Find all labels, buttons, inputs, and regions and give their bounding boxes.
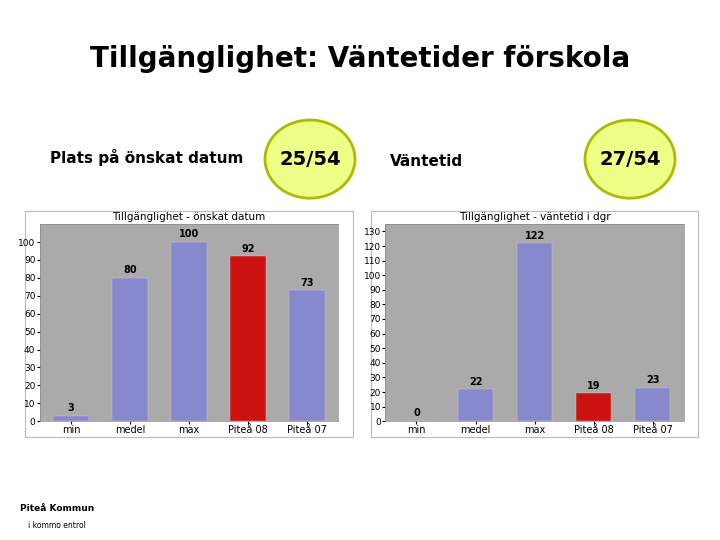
Bar <box>458 389 493 421</box>
Text: 19: 19 <box>587 381 600 391</box>
Bar <box>171 242 207 421</box>
Text: 0: 0 <box>413 408 420 418</box>
Text: Tillgänglighet: Väntetider förskola: Tillgänglighet: Väntetider förskola <box>90 45 630 73</box>
Text: "Din kommuns kvalitet i korthet": "Din kommuns kvalitet i korthet" <box>237 509 598 528</box>
Text: 3: 3 <box>68 403 74 413</box>
Bar <box>289 291 325 421</box>
Bar <box>230 256 266 421</box>
Ellipse shape <box>265 120 355 198</box>
Title: Tillgänglighet - väntetid i dgr: Tillgänglighet - väntetid i dgr <box>459 212 611 222</box>
Text: 27/54: 27/54 <box>599 150 661 168</box>
Text: 23: 23 <box>646 375 660 386</box>
Text: 73: 73 <box>300 278 314 288</box>
Ellipse shape <box>585 120 675 198</box>
Text: i kommo entrol: i kommo entrol <box>28 521 86 530</box>
Text: 92: 92 <box>241 244 255 254</box>
Text: Plats på önskat datum: Plats på önskat datum <box>50 148 243 166</box>
Text: 80: 80 <box>123 265 137 275</box>
Text: 22: 22 <box>469 377 482 387</box>
Text: 122: 122 <box>524 231 545 241</box>
Bar <box>635 388 670 421</box>
Bar <box>576 394 611 421</box>
Bar <box>112 278 148 421</box>
Text: Väntetid: Väntetid <box>390 153 463 168</box>
Bar <box>517 243 552 421</box>
Text: 25/54: 25/54 <box>279 150 341 168</box>
Text: 100: 100 <box>179 230 199 239</box>
Title: Tillgänglighet - önskat datum: Tillgänglighet - önskat datum <box>112 212 266 222</box>
Text: Piteå Kommun: Piteå Kommun <box>19 504 94 514</box>
Bar <box>53 416 89 421</box>
